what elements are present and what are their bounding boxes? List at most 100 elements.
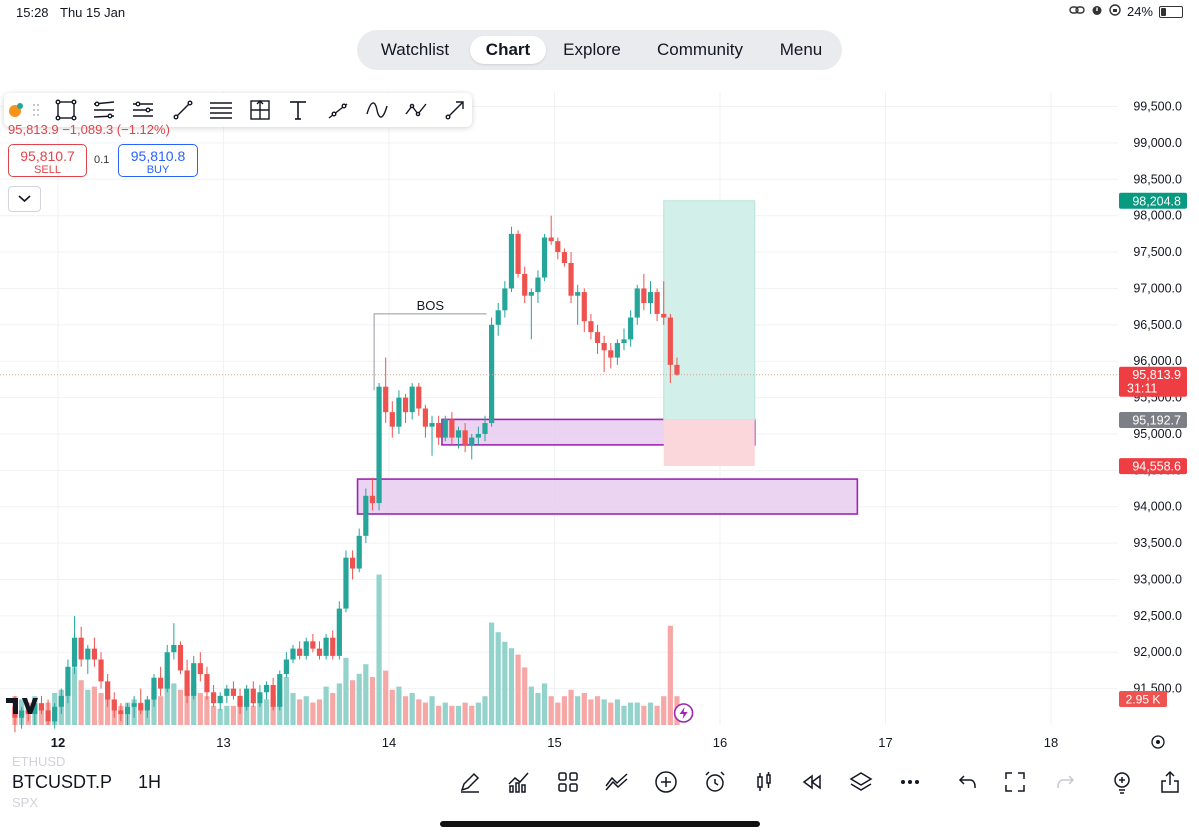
compare-icon[interactable] xyxy=(605,770,629,794)
fib-box-icon[interactable] xyxy=(248,98,272,122)
candle-body xyxy=(383,386,389,413)
undo-icon[interactable] xyxy=(955,770,979,794)
parallel-channel-icon[interactable] xyxy=(92,98,116,122)
volume-bar xyxy=(581,693,587,725)
time-tick-label: 13 xyxy=(216,735,230,750)
volume-bar xyxy=(290,693,296,725)
chart-overlays: BOS xyxy=(0,298,1118,723)
candle-body xyxy=(191,663,197,696)
pencil-icon[interactable] xyxy=(458,770,482,794)
buy-price: 95,810.8 xyxy=(130,148,186,164)
price-tick-label: 93,000.0 xyxy=(1133,572,1182,586)
settings-icon xyxy=(1151,735,1165,749)
candle-body xyxy=(422,408,429,427)
tab-menu[interactable]: Menu xyxy=(779,40,823,59)
tab-explore[interactable]: Explore xyxy=(563,40,621,59)
collapse-legend-button[interactable] xyxy=(8,186,41,212)
candle-body xyxy=(323,637,329,656)
add-icon[interactable] xyxy=(654,770,678,794)
candle-body xyxy=(634,288,640,318)
volume-bar xyxy=(667,625,673,725)
arrow-tool-icon[interactable] xyxy=(443,98,467,122)
candle-body xyxy=(535,277,541,293)
curve-tool-icon[interactable] xyxy=(365,98,389,122)
redo-icon[interactable] xyxy=(1054,770,1078,794)
polyline-tool-icon[interactable] xyxy=(404,98,428,122)
candle-body xyxy=(608,350,614,358)
status-right: 24% xyxy=(1069,4,1183,19)
fullscreen-icon[interactable] xyxy=(1003,770,1027,794)
indicators-icon[interactable] xyxy=(507,770,531,794)
status-bar: 15:28 Thu 15 Jan 24% xyxy=(0,0,1199,24)
volume-bar xyxy=(628,702,634,725)
replay-icon[interactable] xyxy=(800,770,824,794)
horizontal-lines-icon[interactable] xyxy=(209,98,233,122)
alert-icon[interactable] xyxy=(703,770,727,794)
candle-body xyxy=(297,648,303,656)
volume-bar xyxy=(422,702,429,725)
lightning-bolt xyxy=(679,707,688,719)
alarm-icon xyxy=(1091,4,1103,19)
volume-bar xyxy=(548,696,554,725)
trend-line-icon[interactable] xyxy=(171,98,195,122)
templates-icon[interactable] xyxy=(556,770,580,794)
volume-bar xyxy=(356,673,362,725)
volume-bar xyxy=(224,705,230,725)
candle-body xyxy=(402,397,409,413)
bos-line xyxy=(373,313,487,391)
time-axis: 12 13 14 15 16 17 18 xyxy=(6,698,1165,750)
layers-icon[interactable] xyxy=(849,770,873,794)
sell-button[interactable]: 95,810.7 SELL xyxy=(8,144,87,177)
drawing-toolbar xyxy=(4,93,472,127)
volume-bar xyxy=(316,699,323,725)
candle-body xyxy=(58,695,64,707)
price-tick-label: 98,500.0 xyxy=(1133,172,1182,186)
price-chart[interactable]: BOS 91,500.092,000.092,500.093,000.093,5… xyxy=(0,0,1199,760)
tab-community[interactable]: Community xyxy=(657,40,743,59)
path-tool-icon[interactable] xyxy=(326,98,350,122)
drag-handle-icon[interactable] xyxy=(32,102,40,123)
candle-body xyxy=(303,641,309,656)
interval-button[interactable]: 1H xyxy=(138,772,162,792)
candle-type-icon[interactable] xyxy=(752,770,776,794)
volume-bar xyxy=(244,702,250,725)
volume-bar xyxy=(204,696,210,725)
volume-bars xyxy=(12,574,680,725)
volume-bar xyxy=(515,654,521,725)
price-label: 95,813.9 xyxy=(1132,368,1181,382)
candle-body xyxy=(197,663,203,675)
candle-body xyxy=(164,652,170,689)
price-tick-label: 97,000.0 xyxy=(1133,281,1182,295)
disjoint-channel-icon[interactable] xyxy=(131,98,155,122)
time-tick-label: 18 xyxy=(1044,735,1058,750)
volume-bar xyxy=(71,667,78,725)
more-icon[interactable] xyxy=(898,770,922,794)
text-tool-icon[interactable] xyxy=(286,98,310,122)
bulb-icon[interactable] xyxy=(1110,770,1134,794)
volume-bar xyxy=(184,693,190,725)
volume-bar xyxy=(191,683,197,725)
volume-bar xyxy=(230,705,237,725)
symbol-logo-icon xyxy=(8,102,24,123)
volume-bar xyxy=(197,693,203,725)
symbol-button[interactable]: BTCUSDT.P xyxy=(12,772,113,792)
volume-bar xyxy=(257,702,263,725)
axis-bg xyxy=(1118,92,1199,725)
trade-quantity[interactable]: 0.1 xyxy=(94,154,110,166)
candle-body xyxy=(38,703,45,711)
faded-symbol-top: ETHUSD xyxy=(12,754,66,769)
volume-bar xyxy=(608,702,614,725)
volume-bar xyxy=(568,689,574,725)
tab-chart[interactable]: Chart xyxy=(470,36,546,64)
rectangle-tool-icon[interactable] xyxy=(54,98,78,122)
tab-watchlist[interactable]: Watchlist xyxy=(380,40,450,59)
price-label: 98,204.8 xyxy=(1132,194,1181,208)
volume-bar xyxy=(217,709,223,725)
share-icon[interactable] xyxy=(1158,770,1182,794)
price-tick-label: 96,500.0 xyxy=(1133,318,1182,332)
candle-body xyxy=(522,273,528,296)
volume-bar xyxy=(376,574,382,725)
volume-bar xyxy=(654,705,660,725)
volume-bar xyxy=(263,699,270,725)
buy-button[interactable]: 95,810.8 BUY xyxy=(118,144,198,177)
